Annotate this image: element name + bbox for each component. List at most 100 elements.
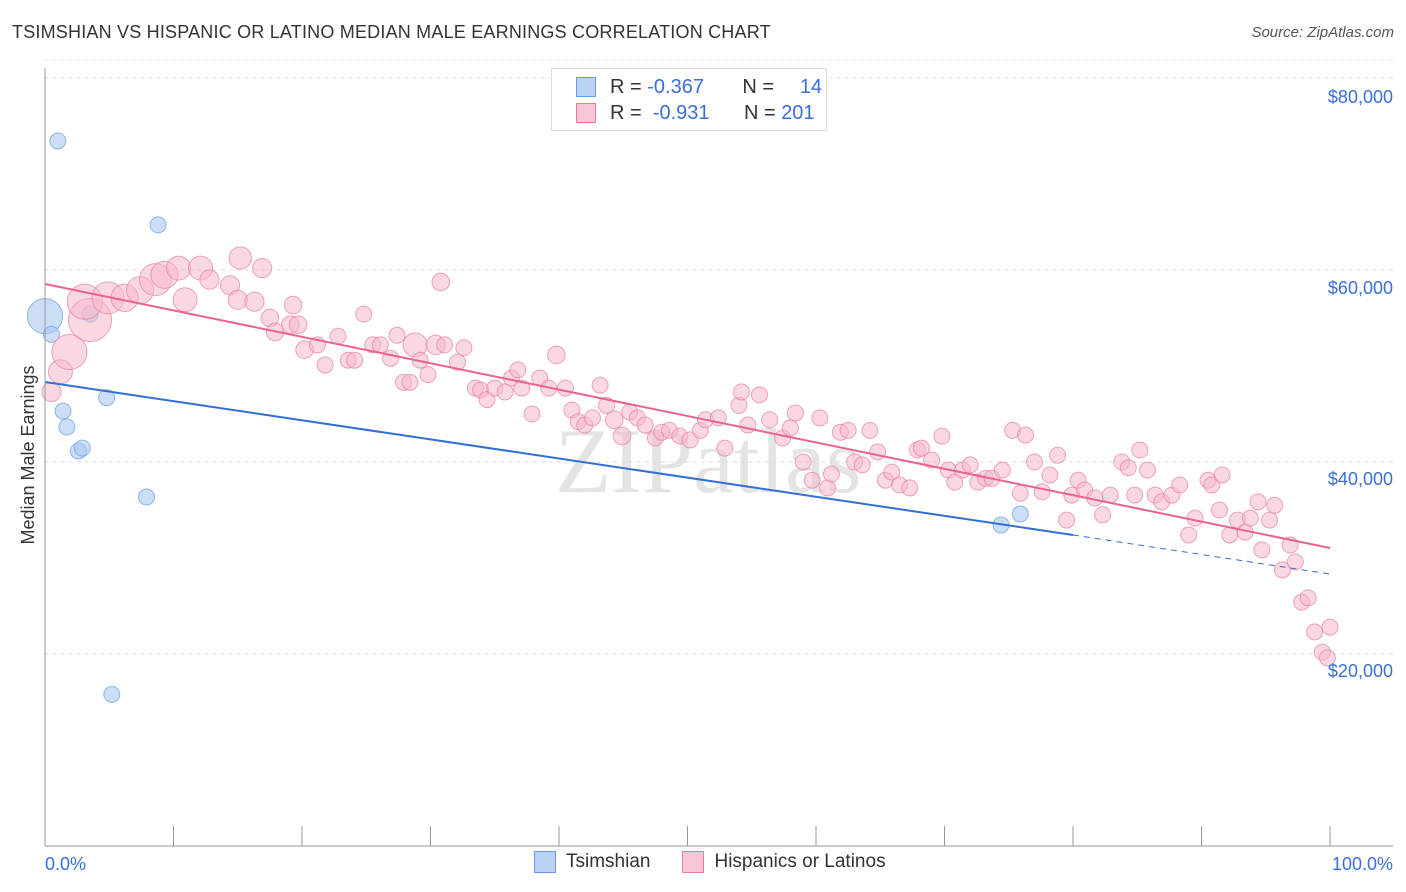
hispanic-point <box>496 383 514 401</box>
tsimshian-swatch <box>576 77 596 97</box>
hispanic-point <box>1213 466 1231 484</box>
hispanic-point <box>1058 511 1076 529</box>
hispanic-point <box>329 327 347 345</box>
hispanic-point <box>419 366 437 384</box>
hispanic-point <box>1318 649 1336 667</box>
hispanic-point <box>598 396 616 414</box>
series-legend: Tsimshian Hispanics or Latinos <box>534 851 886 873</box>
hispanic-point <box>1266 496 1284 514</box>
hispanic-point <box>388 326 406 344</box>
r-label: R = <box>610 75 642 98</box>
hispanic-point <box>993 461 1011 479</box>
y-tick-label: $80,000 <box>1328 87 1393 107</box>
hispanic-point <box>346 351 364 369</box>
hispanic-point <box>401 373 419 391</box>
hispanic-point <box>1126 486 1144 504</box>
hispanic-point <box>1286 553 1304 571</box>
hispanic-point <box>933 427 951 445</box>
hispanic-point <box>1249 493 1267 511</box>
hispanic-point <box>556 379 574 397</box>
hispanic-point <box>819 479 837 497</box>
r-label: R = <box>610 101 642 124</box>
chart-title: TSIMSHIAN VS HISPANIC OR LATINO MEDIAN M… <box>12 22 771 42</box>
hispanic-point <box>1321 618 1339 636</box>
hispanic-point <box>228 246 253 270</box>
hispanic-point <box>523 405 541 423</box>
hispanic-point <box>869 443 887 461</box>
hispanic-point <box>750 386 768 404</box>
hispanic-point <box>316 356 334 374</box>
r-value: -0.931 <box>652 101 710 124</box>
hispanic-point <box>636 416 654 434</box>
hispanic-point <box>732 383 750 401</box>
tsimshian-point <box>103 685 121 703</box>
tsimshian-point <box>42 325 60 343</box>
hispanic-point <box>1016 426 1034 444</box>
hispanic-point <box>382 349 400 367</box>
hispanic-point <box>1306 623 1324 641</box>
hispanic-point <box>1139 461 1157 479</box>
hispanic-point <box>509 361 527 379</box>
hispanic-point <box>961 456 979 474</box>
hispanic-point <box>1180 526 1198 544</box>
hispanic-point <box>431 272 451 292</box>
hispanic-point <box>172 287 198 313</box>
tsimshian-point <box>54 402 72 420</box>
n-label: N = <box>743 101 776 124</box>
hispanic-point <box>1241 509 1259 527</box>
hispanic-point <box>1094 506 1112 524</box>
tsimshian-point <box>1011 505 1029 523</box>
hispanic-point <box>1203 476 1221 494</box>
hispanic-point <box>861 421 879 439</box>
hispanic-point <box>853 456 871 474</box>
hispanic-point <box>1273 561 1291 579</box>
hispanic-point <box>448 353 466 371</box>
hispanic-point <box>1033 483 1051 501</box>
hispanic-point <box>1253 541 1271 559</box>
hispanic-point <box>547 345 566 365</box>
hispanic-point <box>583 409 601 427</box>
hispanic-point <box>739 416 757 434</box>
hispanic-swatch <box>682 851 705 873</box>
hispanic-point <box>1261 511 1279 529</box>
hispanic-point <box>1041 466 1059 484</box>
hispanic-point <box>786 404 804 422</box>
hispanic-point <box>283 295 303 315</box>
r-value: -0.367 <box>647 75 704 98</box>
n-value: 14 <box>799 75 823 98</box>
legend-row-hispanic: R = -0.931 N = 201 <box>576 101 815 125</box>
tsimshian-point <box>58 418 76 436</box>
hispanic-point <box>455 339 473 357</box>
x-tick-label-0: 0.0% <box>45 854 86 874</box>
y-tick-label: $40,000 <box>1328 469 1393 489</box>
hispanic-point <box>923 451 941 469</box>
hispanic-trend-line <box>44 283 1331 550</box>
y-tick-label: $20,000 <box>1328 661 1393 681</box>
tsimshian-point <box>49 132 67 150</box>
source-label: Source: ZipAtlas.com <box>1251 24 1394 41</box>
hispanic-point <box>1299 589 1317 607</box>
hispanic-point <box>946 473 964 491</box>
y-axis-title: Median Male Earnings <box>18 365 38 544</box>
hispanic-point <box>1119 459 1137 477</box>
tsimshian-point <box>73 439 91 457</box>
hispanic-point <box>781 419 799 437</box>
hispanic-point <box>901 479 919 497</box>
hispanic-point <box>604 410 624 430</box>
hispanic-point <box>252 257 273 279</box>
tsimshian-point <box>138 488 156 506</box>
hispanic-point <box>227 289 248 310</box>
hispanic-point <box>371 336 389 354</box>
hispanic-point <box>51 333 88 371</box>
y-tick-label: $60,000 <box>1328 278 1393 298</box>
n-label: N = <box>742 75 775 98</box>
tsimshian-trend-line <box>44 381 1074 536</box>
legend-hispanics: Hispanics or Latinos <box>714 851 886 872</box>
hispanic-point <box>1011 484 1029 502</box>
legend-row-tsimshian: R = -0.367 N = 14 <box>576 75 822 99</box>
hispanic-point <box>1131 441 1149 459</box>
hispanic-point <box>1171 476 1189 494</box>
hispanic-point <box>883 463 901 481</box>
